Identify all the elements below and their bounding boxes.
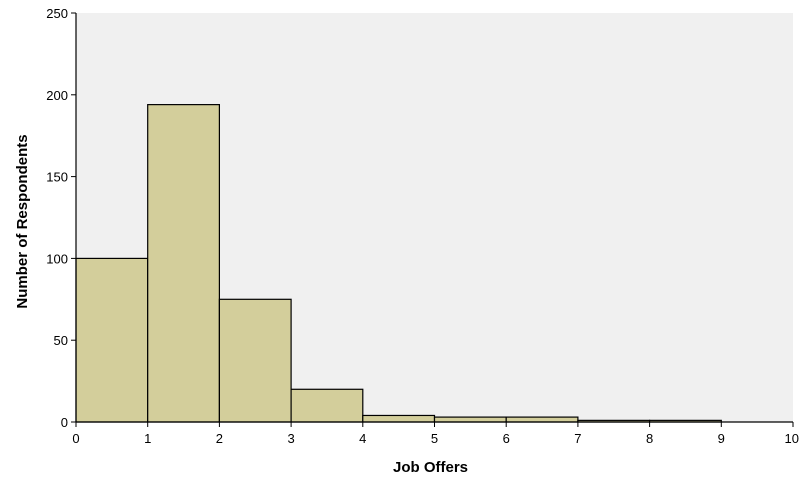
x-tick-label: 6 — [503, 431, 510, 446]
x-tick-label: 9 — [718, 431, 725, 446]
x-tick-label: 5 — [431, 431, 438, 446]
x-tick-label: 10 — [785, 431, 799, 446]
bars-group — [75, 104, 722, 423]
x-tick-label: 3 — [287, 431, 294, 446]
y-tick-label: 100 — [46, 251, 68, 266]
histogram-bar-5-6 — [433, 416, 507, 423]
x-tick-label: 2 — [216, 431, 223, 446]
histogram-bar-0-1 — [75, 257, 149, 423]
histogram-bar-6-7 — [505, 416, 579, 423]
y-tick-label: 50 — [54, 333, 68, 348]
histogram-bar-4-5 — [362, 414, 436, 423]
y-axis-title: Number of Respondents — [14, 134, 31, 308]
x-tick-label: 1 — [144, 431, 151, 446]
x-axis-title: Job Offers — [393, 459, 468, 476]
x-tick-label: 8 — [646, 431, 653, 446]
y-tick-label: 250 — [46, 6, 68, 21]
y-tick-label: 0 — [61, 415, 68, 430]
x-tick-label: 0 — [72, 431, 79, 446]
x-tick-label: 4 — [359, 431, 366, 446]
histogram-bar-1-2 — [147, 104, 220, 423]
x-tick-label: 7 — [574, 431, 581, 446]
histogram-bar-2-3 — [218, 298, 292, 423]
y-tick-label: 200 — [46, 88, 68, 103]
histogram-bar-3-4 — [290, 388, 364, 423]
y-tick-label: 150 — [46, 170, 68, 185]
